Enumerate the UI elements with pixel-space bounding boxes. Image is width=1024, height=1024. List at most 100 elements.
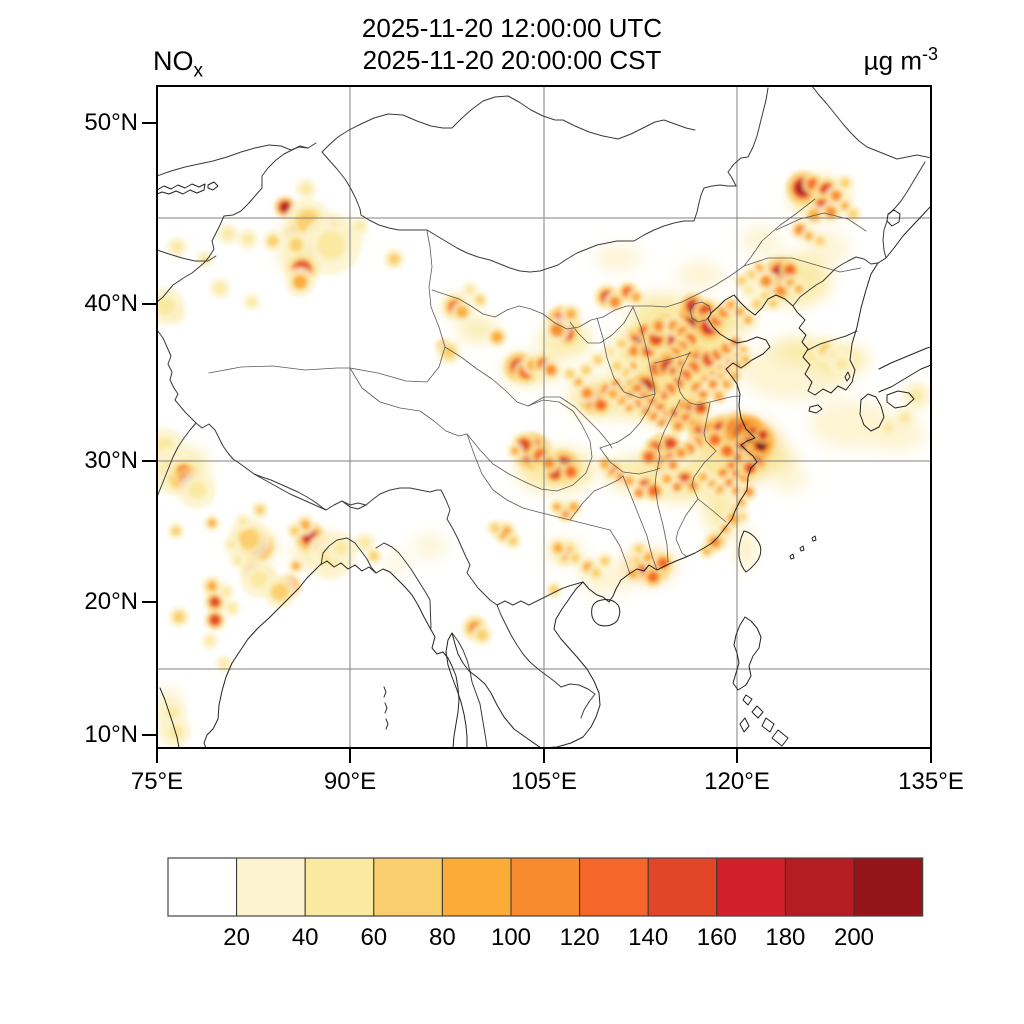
- heat-spot-core: [301, 184, 311, 194]
- colorbar-label: 200: [833, 924, 875, 951]
- lon-tick-label: 120°E: [704, 768, 770, 795]
- heat-spot-core: [356, 222, 364, 230]
- heat-spot-core: [210, 597, 220, 607]
- colorbar-cell: [647, 857, 718, 917]
- colorbar-label: 180: [765, 924, 806, 951]
- heat-spot-core: [206, 637, 214, 645]
- lat-tick-label: 40°N: [84, 290, 138, 317]
- axis-ticks: [142, 122, 932, 763]
- heat-spot-core: [836, 358, 848, 370]
- colorbar-cell: [304, 857, 375, 917]
- coastline: [158, 181, 930, 747]
- heat-spot-core: [169, 725, 183, 739]
- heat-spot-core: [208, 519, 216, 527]
- units-label: µg m-3: [863, 44, 938, 76]
- lat-tick-label: 30°N: [84, 447, 138, 474]
- heat-spot-core: [601, 460, 609, 468]
- heat-spot-core: [723, 380, 731, 388]
- heat-spot-core: [689, 482, 697, 490]
- heat-spot-core: [210, 615, 220, 625]
- heat-spot-core: [745, 286, 753, 294]
- heat-spot-core: [635, 545, 643, 553]
- lat-tick-label: 20°N: [84, 588, 138, 615]
- heat-wash: [594, 246, 642, 270]
- heat-spot-core: [831, 191, 841, 201]
- heat-spot-core: [629, 346, 639, 356]
- heat-spot-core: [841, 202, 849, 210]
- heat-spot-core: [649, 486, 659, 496]
- colorbar-label: 60: [360, 924, 388, 951]
- colorbar-label: 80: [429, 924, 456, 951]
- heat-spot-core: [566, 467, 576, 477]
- colorbar-cell: [167, 857, 238, 917]
- heat-spot-core: [268, 236, 278, 246]
- heat-spot-core: [553, 503, 561, 511]
- heat-spot-core: [256, 506, 264, 514]
- heat-spot-core: [250, 570, 268, 588]
- heat-spot-core: [753, 300, 761, 308]
- heat-spot-core: [544, 458, 554, 468]
- heat-spot-core: [317, 231, 345, 259]
- colorbar-label: 140: [628, 924, 669, 951]
- heat-spot-core: [769, 299, 777, 307]
- lat-lon-gridlines: [157, 86, 931, 748]
- heat-spot-core: [243, 234, 253, 244]
- heat-wash: [386, 553, 410, 571]
- heat-spot-core: [228, 604, 236, 612]
- heat-spot-core: [248, 298, 256, 306]
- colorbar-label: 20: [223, 924, 250, 951]
- heat-spot-core: [785, 265, 795, 275]
- concentration-hotspots: [158, 171, 929, 747]
- colorbar-cell: [510, 857, 581, 917]
- heat-spot-core: [776, 286, 786, 296]
- colorbar-cell: [373, 857, 443, 917]
- heat-spot-core: [618, 340, 626, 348]
- heat-spot-core: [443, 346, 455, 358]
- colorbar-cell: [579, 857, 649, 917]
- heat-spot-core: [234, 556, 242, 564]
- colorbar-cell: [853, 857, 924, 917]
- heat-spot-core: [709, 380, 717, 388]
- heat-spot-core: [174, 612, 184, 622]
- heat-spot-core: [239, 529, 259, 549]
- heat-spot-core: [696, 403, 706, 413]
- colorbar-cell: [236, 857, 306, 917]
- variable-subscript: x: [193, 60, 204, 82]
- lon-tick-label: 135°E: [898, 768, 964, 795]
- heat-spot-core: [601, 557, 609, 565]
- heat-spot-core: [644, 452, 654, 462]
- heat-spot-core: [715, 392, 723, 400]
- lon-tick-label: 90°E: [323, 768, 377, 795]
- heat-spot-core: [745, 463, 755, 473]
- heat-spot-core: [223, 229, 233, 239]
- heat-spot-core: [699, 473, 707, 481]
- units-superscript: -3: [921, 44, 938, 64]
- heat-wash: [630, 294, 690, 322]
- heat-spot-core: [805, 232, 813, 240]
- heat-spot-core: [727, 301, 735, 309]
- heat-spot-core: [725, 479, 733, 487]
- heat-spot-core: [491, 524, 499, 532]
- heat-spot-core: [736, 308, 744, 316]
- heat-spot-core: [613, 362, 621, 370]
- heat-spot-core: [816, 237, 824, 245]
- heat-spot-core: [215, 283, 225, 293]
- heat-spot-core: [272, 584, 288, 600]
- heat-spot-core: [635, 489, 643, 497]
- heat-spot-core: [166, 706, 178, 718]
- heat-spot-core: [566, 309, 576, 319]
- heat-spot-core: [669, 461, 677, 469]
- heat-spot-core: [566, 370, 574, 378]
- heat-spot-core: [492, 332, 502, 342]
- heat-spot-core: [663, 475, 671, 483]
- heat-spot-core: [632, 293, 640, 301]
- heat-spot-core: [582, 388, 592, 398]
- heat-spot-core: [476, 296, 484, 304]
- heat-spot-core: [370, 552, 378, 560]
- heat-spot-core: [228, 541, 236, 549]
- heat-spot-core: [610, 297, 620, 307]
- heat-spot-core: [883, 423, 893, 433]
- heat-spot-core: [699, 391, 707, 399]
- heat-spot-core: [841, 179, 849, 187]
- heat-spot-core: [900, 413, 910, 423]
